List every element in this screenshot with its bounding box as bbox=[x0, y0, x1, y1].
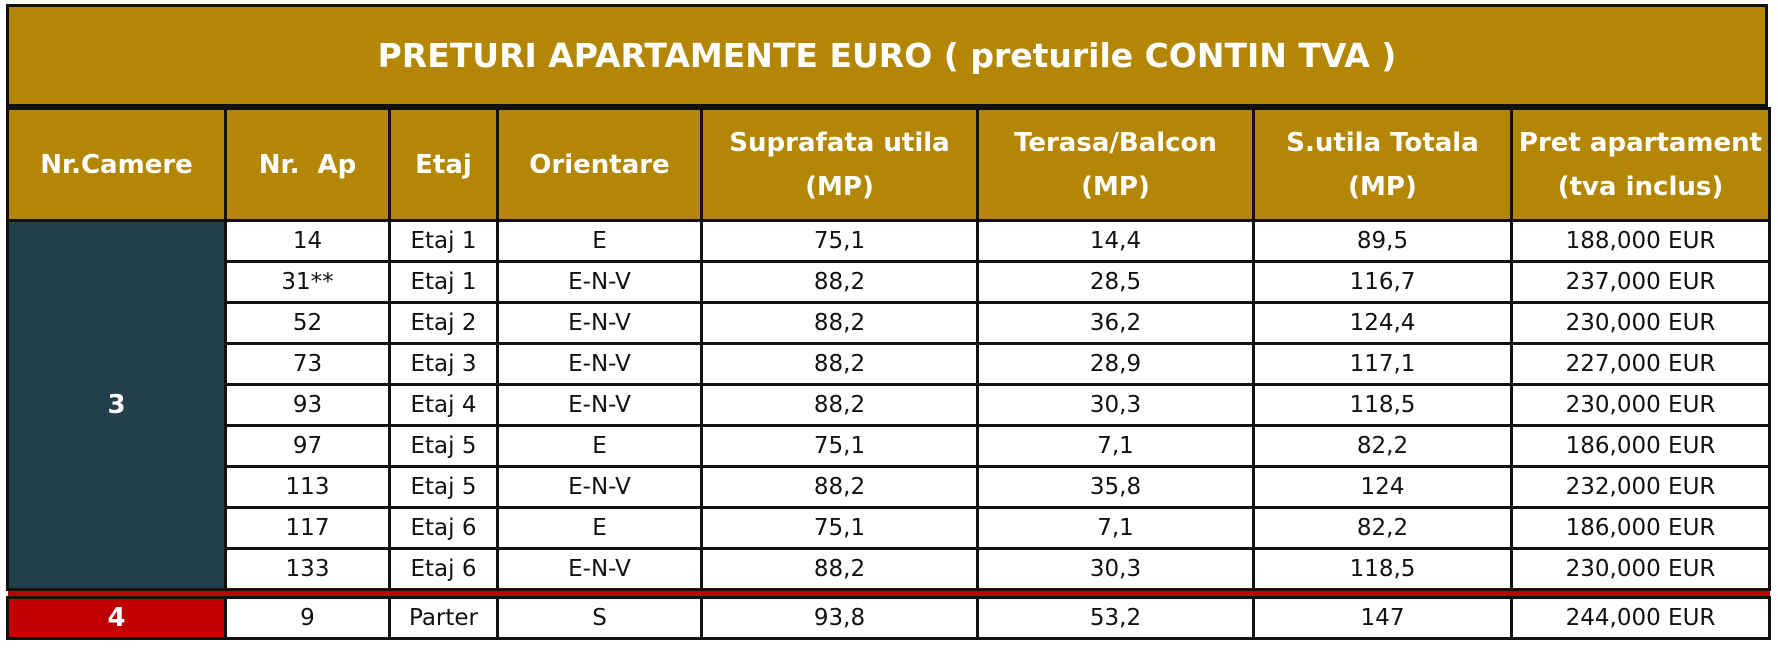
floor-cell: Parter bbox=[388, 596, 499, 640]
table-row: 3 14 Etaj 1 E 75,1 14,4 89,5 188,000 EUR bbox=[6, 219, 1771, 591]
usable-cell: 88,2 bbox=[700, 260, 979, 304]
floor-cell: Etaj 2 bbox=[388, 301, 499, 345]
price-cell: 244,000 EUR bbox=[1510, 596, 1771, 640]
usable-cell: 88,2 bbox=[700, 383, 979, 427]
table-row: 113 Etaj 5 E-N-V 88,2 35,8 124 232,000 E… bbox=[8, 465, 1771, 509]
total-cell: 89,5 bbox=[1252, 219, 1513, 263]
table-row: 4 9 Parter S 93,8 53,2 147 244,000 EUR bbox=[6, 596, 1771, 640]
terrace-cell: 7,1 bbox=[976, 424, 1255, 468]
floor-cell: Etaj 1 bbox=[388, 260, 499, 304]
floor-cell: Etaj 5 bbox=[388, 424, 499, 468]
price-cell: 186,000 EUR bbox=[1510, 506, 1771, 550]
price-cell: 230,000 EUR bbox=[1510, 383, 1771, 427]
price-cell: 188,000 EUR bbox=[1510, 219, 1771, 263]
usable-cell: 88,2 bbox=[700, 465, 979, 509]
floor-cell: Etaj 3 bbox=[388, 342, 499, 386]
orientation-cell: E bbox=[496, 506, 703, 550]
floor-cell: Etaj 6 bbox=[388, 506, 499, 550]
header-usable-area: Suprafata utila (MP) bbox=[700, 107, 979, 222]
total-cell: 147 bbox=[1252, 596, 1513, 640]
orientation-cell: E-N-V bbox=[496, 383, 703, 427]
group-separator bbox=[7, 589, 1770, 598]
floor-cell: Etaj 4 bbox=[388, 383, 499, 427]
apt-cell: 14 bbox=[224, 219, 391, 263]
terrace-cell: 36,2 bbox=[976, 301, 1255, 345]
apt-cell: 133 bbox=[224, 547, 391, 591]
total-cell: 118,5 bbox=[1252, 383, 1513, 427]
terrace-cell: 14,4 bbox=[976, 219, 1255, 263]
price-cell: 237,000 EUR bbox=[1510, 260, 1771, 304]
apt-cell: 31** bbox=[224, 260, 391, 304]
orientation-cell: S bbox=[496, 596, 703, 640]
orientation-cell: E-N-V bbox=[496, 301, 703, 345]
header-apt: Nr. Ap bbox=[224, 107, 391, 222]
table-row: 93 Etaj 4 E-N-V 88,2 30,3 118,5 230,000 … bbox=[8, 383, 1771, 427]
price-cell: 232,000 EUR bbox=[1510, 465, 1771, 509]
total-cell: 82,2 bbox=[1252, 424, 1513, 468]
total-cell: 116,7 bbox=[1252, 260, 1513, 304]
separator-line bbox=[7, 589, 1770, 598]
floor-cell: Etaj 6 bbox=[388, 547, 499, 591]
price-cell: 230,000 EUR bbox=[1510, 547, 1771, 591]
orientation-cell: E bbox=[496, 424, 703, 468]
apt-cell: 117 bbox=[224, 506, 391, 550]
terrace-cell: 28,5 bbox=[976, 260, 1255, 304]
terrace-cell: 28,9 bbox=[976, 342, 1255, 386]
usable-cell: 88,2 bbox=[700, 547, 979, 591]
floor-cell: Etaj 1 bbox=[388, 219, 499, 263]
price-cell: 227,000 EUR bbox=[1510, 342, 1771, 386]
header-row: Nr.Camere Nr. Ap Etaj Orientare Suprafat… bbox=[6, 107, 1771, 222]
terrace-cell: 30,3 bbox=[976, 547, 1255, 591]
apt-cell: 97 bbox=[224, 424, 391, 468]
table-row: 97 Etaj 5 E 75,1 7,1 82,2 186,000 EUR bbox=[8, 424, 1771, 468]
sheet-title: PRETURI APARTAMENTE EURO ( preturile CON… bbox=[6, 4, 1768, 107]
orientation-cell: E-N-V bbox=[496, 342, 703, 386]
table-row: 133 Etaj 6 E-N-V 88,2 30,3 118,5 230,000… bbox=[8, 547, 1771, 591]
table-row: 117 Etaj 6 E 75,1 7,1 82,2 186,000 EUR bbox=[8, 506, 1771, 550]
floor-cell: Etaj 5 bbox=[388, 465, 499, 509]
usable-cell: 88,2 bbox=[700, 342, 979, 386]
apt-cell: 113 bbox=[224, 465, 391, 509]
terrace-cell: 7,1 bbox=[976, 506, 1255, 550]
rooms-cell: 3 bbox=[6, 219, 227, 591]
usable-cell: 75,1 bbox=[700, 219, 979, 263]
total-cell: 124,4 bbox=[1252, 301, 1513, 345]
header-rooms: Nr.Camere bbox=[6, 107, 227, 222]
table-row: 73 Etaj 3 E-N-V 88,2 28,9 117,1 227,000 … bbox=[8, 342, 1771, 386]
usable-cell: 75,1 bbox=[700, 424, 979, 468]
apt-cell: 93 bbox=[224, 383, 391, 427]
usable-cell: 88,2 bbox=[700, 301, 979, 345]
total-cell: 82,2 bbox=[1252, 506, 1513, 550]
orientation-cell: E-N-V bbox=[496, 260, 703, 304]
total-cell: 124 bbox=[1252, 465, 1513, 509]
usable-cell: 93,8 bbox=[700, 596, 979, 640]
terrace-cell: 53,2 bbox=[976, 596, 1255, 640]
header-total-area: S.utila Totala (MP) bbox=[1252, 107, 1513, 222]
orientation-cell: E bbox=[496, 219, 703, 263]
header-price: Pret apartament (tva inclus) bbox=[1510, 107, 1771, 222]
orientation-cell: E-N-V bbox=[496, 465, 703, 509]
header-floor: Etaj bbox=[388, 107, 499, 222]
header-terrace: Terasa/Balcon (MP) bbox=[976, 107, 1255, 222]
price-table: Nr.Camere Nr. Ap Etaj Orientare Suprafat… bbox=[6, 107, 1771, 640]
orientation-cell: E-N-V bbox=[496, 547, 703, 591]
price-cell: 186,000 EUR bbox=[1510, 424, 1771, 468]
table-row: 31** Etaj 1 E-N-V 88,2 28,5 116,7 237,00… bbox=[8, 260, 1771, 304]
rooms-cell: 4 bbox=[6, 596, 227, 640]
usable-cell: 75,1 bbox=[700, 506, 979, 550]
apt-cell: 52 bbox=[224, 301, 391, 345]
terrace-cell: 35,8 bbox=[976, 465, 1255, 509]
terrace-cell: 30,3 bbox=[976, 383, 1255, 427]
table-row: 52 Etaj 2 E-N-V 88,2 36,2 124,4 230,000 … bbox=[8, 301, 1771, 345]
header-orientation: Orientare bbox=[496, 107, 703, 222]
price-cell: 230,000 EUR bbox=[1510, 301, 1771, 345]
apt-cell: 73 bbox=[224, 342, 391, 386]
total-cell: 117,1 bbox=[1252, 342, 1513, 386]
apt-cell: 9 bbox=[224, 596, 391, 640]
total-cell: 118,5 bbox=[1252, 547, 1513, 591]
